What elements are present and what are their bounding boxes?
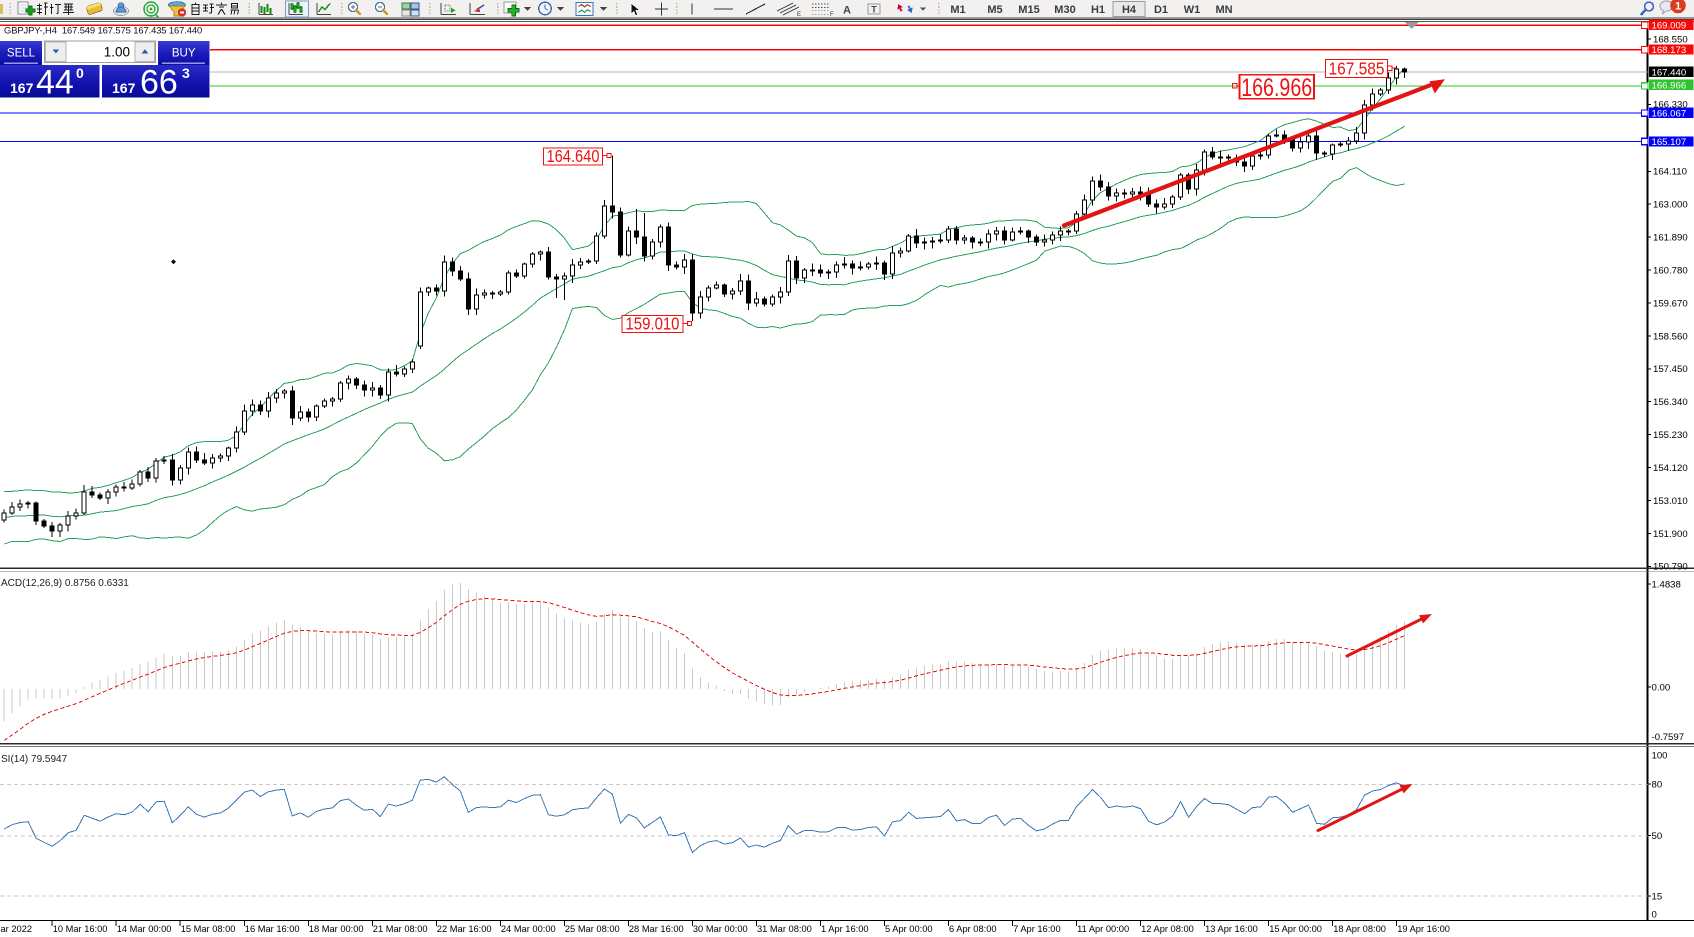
svg-text:5 Apr 00:00: 5 Apr 00:00 (885, 924, 933, 934)
svg-text:F: F (830, 12, 834, 18)
svg-text:165.107: 165.107 (1652, 137, 1687, 148)
svg-text:T: T (871, 5, 877, 15)
svg-text:0.00: 0.00 (1652, 683, 1671, 694)
svg-text:166.067: 166.067 (1652, 108, 1687, 119)
svg-text:150.790: 150.790 (1653, 562, 1688, 573)
svg-text:50: 50 (1652, 831, 1663, 842)
svg-text:66: 66 (140, 64, 178, 102)
svg-text:167: 167 (112, 80, 136, 96)
svg-text:44: 44 (36, 64, 74, 102)
svg-text:169.009: 169.009 (1652, 21, 1687, 32)
svg-text:M1: M1 (950, 4, 965, 16)
svg-text:ar 2022: ar 2022 (1, 924, 33, 934)
svg-text:M30: M30 (1054, 4, 1075, 16)
svg-text:15 Mar 08:00: 15 Mar 08:00 (181, 924, 236, 934)
svg-text:12 Apr 08:00: 12 Apr 08:00 (1141, 924, 1194, 934)
svg-text:6 Apr 08:00: 6 Apr 08:00 (949, 924, 997, 934)
svg-text:MN: MN (1215, 4, 1232, 16)
svg-text:161.890: 161.890 (1653, 233, 1688, 244)
svg-text:0: 0 (1652, 909, 1657, 920)
svg-text:168.173: 168.173 (1652, 45, 1687, 56)
svg-text:160.780: 160.780 (1653, 265, 1688, 276)
svg-text:3: 3 (182, 65, 190, 81)
svg-text:18 Apr 08:00: 18 Apr 08:00 (1333, 924, 1386, 934)
svg-text:80: 80 (1652, 780, 1663, 791)
svg-text:-0.7597: -0.7597 (1652, 732, 1685, 743)
svg-text:159.010: 159.010 (626, 314, 680, 334)
svg-text:GBPJPY-,H4 167.549 167.575 16: GBPJPY-,H4 167.549 167.575 167.435 167.4… (4, 25, 202, 36)
svg-text:1.4838: 1.4838 (1652, 579, 1681, 590)
svg-text:1.00: 1.00 (104, 44, 130, 59)
svg-text:159.670: 159.670 (1653, 298, 1688, 309)
svg-text:151.900: 151.900 (1653, 529, 1688, 540)
svg-text:167.440: 167.440 (1652, 68, 1687, 79)
svg-text:158.560: 158.560 (1653, 331, 1688, 342)
svg-text:24 Mar 00:00: 24 Mar 00:00 (501, 924, 556, 934)
svg-text:166.330: 166.330 (1653, 100, 1688, 111)
svg-text:19 Apr 16:00: 19 Apr 16:00 (1397, 924, 1450, 934)
svg-text:25 Mar 08:00: 25 Mar 08:00 (565, 924, 620, 934)
svg-text:168.550: 168.550 (1653, 34, 1688, 45)
svg-text:22 Mar 16:00: 22 Mar 16:00 (437, 924, 492, 934)
svg-text:21 Mar 08:00: 21 Mar 08:00 (373, 924, 428, 934)
svg-text:W1: W1 (1184, 4, 1201, 16)
svg-text:1 Apr 16:00: 1 Apr 16:00 (821, 924, 869, 934)
svg-text:167.585: 167.585 (1329, 59, 1385, 79)
svg-text:163.000: 163.000 (1653, 200, 1688, 211)
svg-text:164.640: 164.640 (547, 146, 600, 166)
svg-text:13 Apr 16:00: 13 Apr 16:00 (1205, 924, 1258, 934)
svg-text:30 Mar 00:00: 30 Mar 00:00 (693, 924, 748, 934)
svg-text:164.110: 164.110 (1653, 167, 1687, 178)
svg-text:156.340: 156.340 (1653, 397, 1688, 408)
svg-text:14 Mar 00:00: 14 Mar 00:00 (117, 924, 172, 934)
svg-text:11 Apr 00:00: 11 Apr 00:00 (1077, 924, 1129, 934)
svg-text:M5: M5 (987, 4, 1002, 16)
svg-text:166.966: 166.966 (1652, 80, 1687, 91)
svg-text:7 Apr 16:00: 7 Apr 16:00 (1013, 924, 1061, 934)
svg-text:154.120: 154.120 (1653, 463, 1688, 474)
svg-text:1: 1 (1675, 1, 1681, 13)
svg-text:16 Mar 16:00: 16 Mar 16:00 (245, 924, 300, 934)
svg-text:M15: M15 (1018, 4, 1039, 16)
svg-text:28 Mar 16:00: 28 Mar 16:00 (629, 924, 684, 934)
svg-text:18 Mar 00:00: 18 Mar 00:00 (309, 924, 364, 934)
svg-text:15 Apr 00:00: 15 Apr 00:00 (1269, 924, 1322, 934)
svg-text:10 Mar 16:00: 10 Mar 16:00 (53, 924, 108, 934)
svg-text:A: A (843, 5, 851, 17)
svg-text:D1: D1 (1154, 4, 1168, 16)
svg-text:31 Mar 08:00: 31 Mar 08:00 (757, 924, 812, 934)
svg-text:100: 100 (1652, 750, 1668, 761)
svg-text:153.010: 153.010 (1653, 496, 1688, 507)
svg-text:157.450: 157.450 (1653, 364, 1688, 375)
svg-text:167: 167 (10, 80, 34, 96)
svg-text:SELL: SELL (7, 48, 36, 60)
svg-text:15: 15 (1652, 891, 1663, 902)
svg-text:ACD(12,26,9) 0.8756 0.6331: ACD(12,26,9) 0.8756 0.6331 (1, 578, 129, 589)
svg-text:H4: H4 (1122, 4, 1137, 16)
svg-text:H1: H1 (1091, 4, 1105, 16)
svg-text:0: 0 (76, 65, 84, 81)
svg-text:E: E (797, 12, 801, 18)
svg-text:155.230: 155.230 (1653, 430, 1688, 441)
svg-text:SI(14) 79.5947: SI(14) 79.5947 (1, 754, 68, 765)
svg-text:166.966: 166.966 (1241, 74, 1312, 102)
svg-text:BUY: BUY (172, 48, 196, 60)
